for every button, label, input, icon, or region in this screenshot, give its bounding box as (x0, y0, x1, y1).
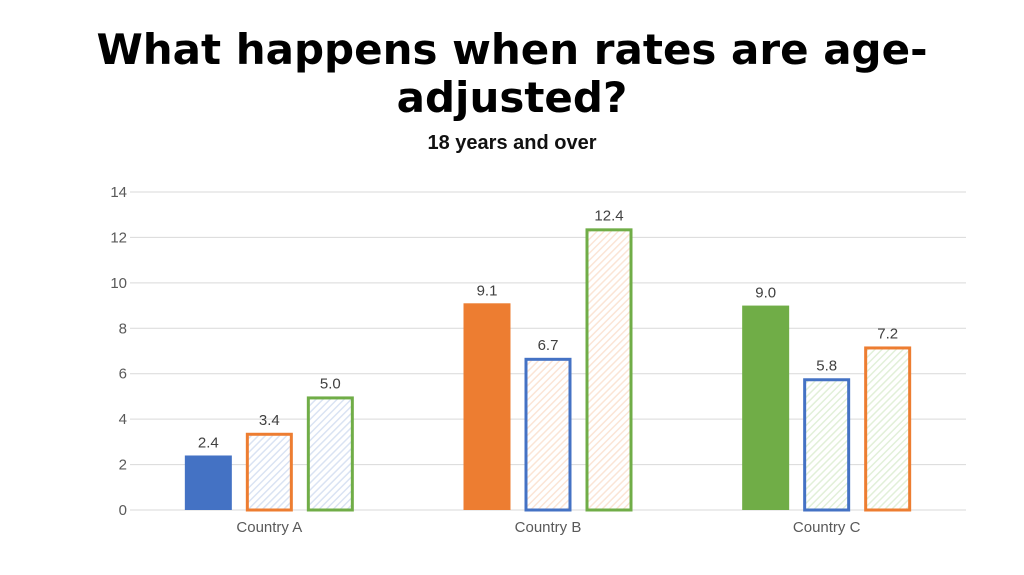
chart-subtitle: 18 years and over (427, 132, 597, 154)
x-category-label: Country C (793, 519, 861, 536)
y-tick-label: 4 (119, 411, 127, 428)
data-label: 7.2 (877, 325, 898, 342)
data-label: 9.0 (755, 285, 776, 302)
y-tick-label: 0 (119, 502, 127, 519)
bar (864, 346, 912, 512)
bar (803, 378, 851, 512)
data-label: 6.7 (538, 337, 559, 354)
data-label: 12.4 (594, 207, 623, 224)
x-axis-categories: Country A Country B Country C (236, 519, 860, 536)
data-label: 9.1 (477, 282, 498, 299)
y-tick-label: 12 (110, 229, 127, 246)
bar (585, 228, 633, 512)
y-tick-label: 8 (119, 320, 127, 337)
bar (742, 305, 790, 510)
bar (463, 303, 511, 510)
bar (306, 396, 354, 512)
bar (524, 357, 572, 512)
x-category-label: Country B (515, 519, 582, 536)
y-tick-label: 14 (110, 184, 127, 201)
data-label: 5.0 (320, 375, 341, 392)
y-axis-ticks: 0 2 4 6 8 10 12 14 (110, 184, 127, 519)
bar (245, 432, 293, 512)
data-label: 5.8 (816, 357, 837, 374)
data-label: 2.4 (198, 434, 219, 451)
y-tick-label: 2 (119, 457, 127, 474)
bars (184, 228, 912, 512)
slide-title: What happens when rates are age-adjusted… (96, 25, 928, 122)
y-tick-label: 6 (119, 366, 127, 383)
y-tick-label: 10 (110, 275, 127, 292)
bar (184, 455, 232, 510)
data-label: 3.4 (259, 412, 280, 429)
data-labels: 2.4 3.4 5.0 9.1 6.7 12.4 9.0 5.8 7.2 (198, 207, 898, 451)
x-category-label: Country A (236, 519, 302, 536)
